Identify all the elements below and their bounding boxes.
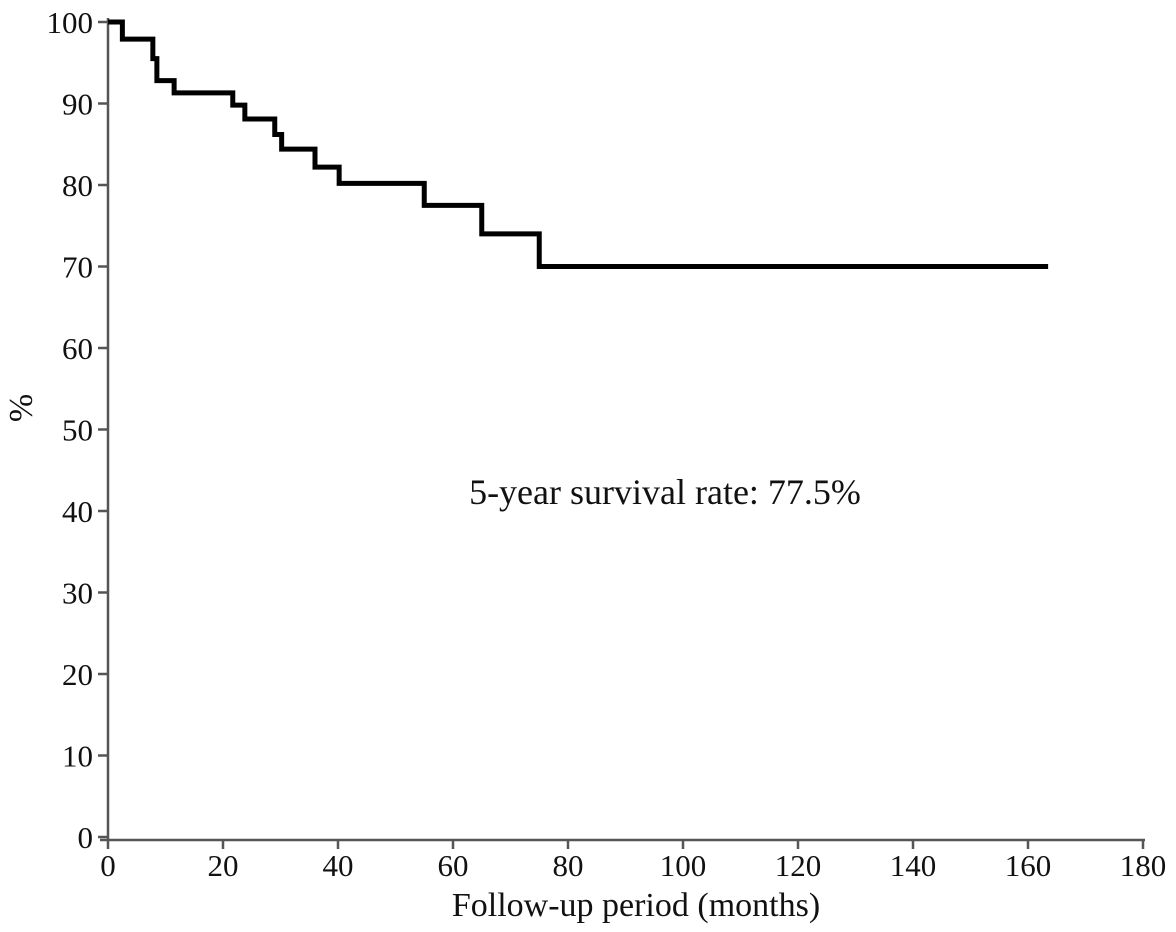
survival-rate-annotation: 5-year survival rate: 77.5% bbox=[469, 472, 861, 512]
x-tick-label: 20 bbox=[208, 848, 239, 883]
y-tick-label: 40 bbox=[62, 494, 93, 529]
x-tick-label: 160 bbox=[1005, 848, 1052, 883]
y-axis-title: % bbox=[3, 393, 40, 423]
y-tick-label: 50 bbox=[62, 413, 93, 448]
y-tick-label: 100 bbox=[47, 5, 94, 40]
y-tick-label: 90 bbox=[62, 87, 93, 122]
x-tick-label: 100 bbox=[660, 848, 707, 883]
x-tick-label: 120 bbox=[775, 848, 822, 883]
x-tick-label: 60 bbox=[438, 848, 469, 883]
y-tick-label: 30 bbox=[62, 576, 93, 611]
x-tick-label: 180 bbox=[1120, 848, 1167, 883]
x-tick-label: 140 bbox=[890, 848, 937, 883]
y-tick-label: 70 bbox=[62, 250, 93, 285]
survival-step-curve bbox=[108, 19, 1049, 269]
y-tick-label: 0 bbox=[78, 820, 94, 855]
y-tick-label: 20 bbox=[62, 657, 93, 692]
x-tick-label: 40 bbox=[323, 848, 354, 883]
x-tick-label: 0 bbox=[100, 848, 116, 883]
y-tick-label: 80 bbox=[62, 168, 93, 203]
y-tick-label: 60 bbox=[62, 331, 93, 366]
x-tick-label: 80 bbox=[553, 848, 584, 883]
y-tick-label: 10 bbox=[62, 739, 93, 774]
x-axis-title: Follow-up period (months) bbox=[451, 887, 821, 924]
